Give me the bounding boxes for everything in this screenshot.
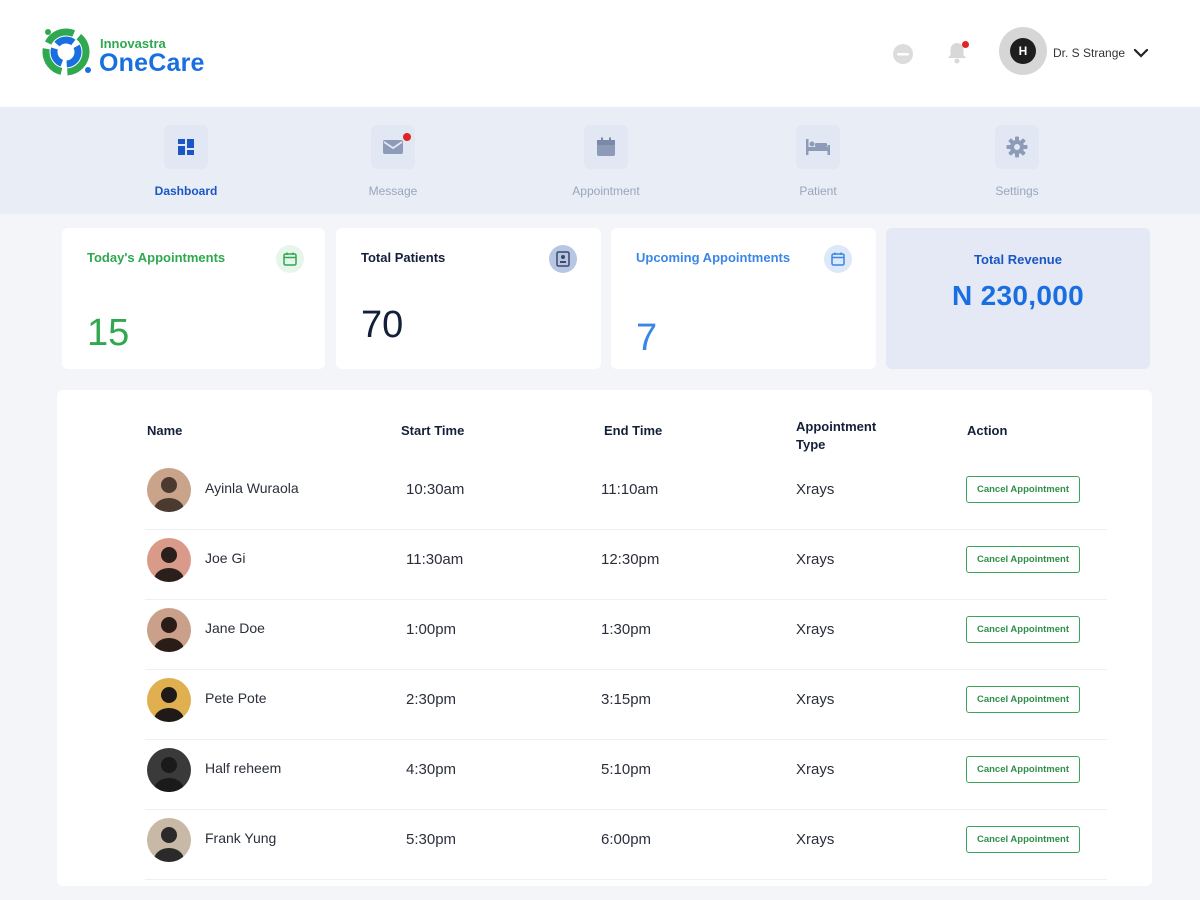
avatar-initial: H xyxy=(1018,44,1028,58)
main-nav: Dashboard Message Appointment Patient xyxy=(0,107,1200,214)
start-time: 4:30pm xyxy=(406,761,457,778)
status-icon[interactable] xyxy=(890,41,916,67)
card-title: Total Patients xyxy=(361,250,446,265)
patient-name: Ayinla Wuraola xyxy=(205,480,299,496)
cancel-appointment-button[interactable]: Cancel Appointment xyxy=(966,476,1080,503)
cancel-appointment-button[interactable]: Cancel Appointment xyxy=(966,546,1080,573)
patient-name: Joe Gi xyxy=(205,550,246,566)
top-header: Innovastra OneCare H Dr. S Strange xyxy=(0,0,1200,107)
patient-name: Jane Doe xyxy=(205,620,265,636)
total-revenue-card[interactable]: Total Revenue N 230,000 xyxy=(886,228,1150,369)
appointment-type: Xrays xyxy=(796,831,835,848)
nav-item-dashboard[interactable]: Dashboard xyxy=(126,107,246,214)
end-time: 6:00pm xyxy=(601,831,652,848)
user-name[interactable]: Dr. S Strange xyxy=(1053,46,1126,60)
card-value: 15 xyxy=(87,312,130,354)
table-row: Jane Doe 1:00pm 1:30pm Xrays Cancel Appointm… xyxy=(145,600,1107,670)
patient-avatar xyxy=(147,678,191,722)
patient-avatar xyxy=(147,608,191,652)
cancel-appointment-button[interactable]: Cancel Appointment xyxy=(966,616,1080,643)
appointments-table: Name Start Time End Time Appointment Typ… xyxy=(57,390,1152,886)
header-end-time: End Time xyxy=(604,423,663,438)
nav-item-settings[interactable]: Settings xyxy=(957,107,1077,214)
upcoming-appointments-card[interactable]: Upcoming Appointments 7 xyxy=(611,228,876,369)
nav-label-dashboard: Dashboard xyxy=(154,184,218,198)
nav-label-settings: Settings xyxy=(995,184,1039,198)
table-row: Half reheem 4:30pm 5:10pm Xrays Cancel Appoi… xyxy=(145,740,1107,810)
card-title: Today's Appointments xyxy=(87,250,226,265)
cancel-appointment-button[interactable]: Cancel Appointment xyxy=(966,826,1080,853)
bed-icon xyxy=(796,125,840,169)
end-time: 3:15pm xyxy=(601,691,652,708)
nav-item-appointment[interactable]: Appointment xyxy=(546,107,666,214)
table-row: Pete Pote 2:30pm 3:15pm Xrays Cancel Appoint… xyxy=(145,670,1107,740)
gear-icon xyxy=(995,125,1039,169)
revenue-value: N 230,000 xyxy=(952,280,1084,311)
calendar-icon xyxy=(276,245,304,273)
patient-name: Half reheem xyxy=(205,760,282,776)
grid-icon xyxy=(164,125,208,169)
avatar[interactable]: H xyxy=(999,27,1047,75)
table-row: Frank Yung 5:30pm 6:00pm Xrays Cancel Appoin… xyxy=(145,810,1107,880)
appointment-type: Xrays xyxy=(796,691,835,708)
chevron-down-icon[interactable] xyxy=(1132,44,1150,62)
header-start-time: Start Time xyxy=(401,423,465,438)
start-time: 1:00pm xyxy=(406,621,457,638)
header-appointment-type: Appointment Type xyxy=(796,419,877,452)
patient-avatar xyxy=(147,748,191,792)
id-card-icon xyxy=(549,245,577,273)
nav-label-appointment: Appointment xyxy=(572,184,640,198)
end-time: 1:30pm xyxy=(601,621,652,638)
nav-label-message: Message xyxy=(368,184,418,198)
card-title: Total Revenue xyxy=(974,252,1062,267)
appointment-type: Xrays xyxy=(796,551,835,568)
patient-name: Pete Pote xyxy=(205,690,267,706)
brand-company: Innovastra xyxy=(100,36,166,51)
bell-icon[interactable] xyxy=(944,40,970,66)
message-badge-dot xyxy=(403,133,411,141)
end-time: 5:10pm xyxy=(601,761,652,778)
nav-item-message[interactable]: Message xyxy=(333,107,453,214)
patient-name: Frank Yung xyxy=(205,830,277,846)
nav-item-patient[interactable]: Patient xyxy=(758,107,878,214)
patient-avatar xyxy=(147,538,191,582)
patient-avatar xyxy=(147,468,191,512)
todays-appointments-card[interactable]: Today's Appointments 15 xyxy=(62,228,325,369)
onecare-logo xyxy=(42,28,91,76)
calendar-icon xyxy=(824,245,852,273)
appointment-type: Xrays xyxy=(796,481,835,498)
total-patients-card[interactable]: Total Patients 70 xyxy=(336,228,601,369)
nav-label-patient: Patient xyxy=(799,184,837,198)
notification-dot xyxy=(962,41,969,48)
card-value: 70 xyxy=(361,304,404,346)
calendar-icon xyxy=(584,125,628,169)
appointment-type: Xrays xyxy=(796,761,835,778)
start-time: 10:30am xyxy=(406,481,465,498)
header-action: Action xyxy=(967,423,1008,438)
start-time: 2:30pm xyxy=(406,691,457,708)
table-row: Joe Gi 11:30am 12:30pm Xrays Cancel Appointm… xyxy=(145,530,1107,600)
end-time: 11:10am xyxy=(601,481,659,498)
start-time: 5:30pm xyxy=(406,831,457,848)
brand-product: OneCare xyxy=(99,49,205,77)
card-title: Upcoming Appointments xyxy=(636,250,791,265)
patient-avatar xyxy=(147,818,191,862)
end-time: 12:30pm xyxy=(601,551,660,568)
table-row: Ayinla Wuraola 10:30am 11:10am Xrays Cancel … xyxy=(145,460,1107,530)
header-name: Name xyxy=(147,423,183,438)
cancel-appointment-button[interactable]: Cancel Appointment xyxy=(966,756,1080,783)
card-value: 7 xyxy=(636,317,658,359)
cancel-appointment-button[interactable]: Cancel Appointment xyxy=(966,686,1080,713)
appointment-type: Xrays xyxy=(796,621,835,638)
envelope-icon xyxy=(371,125,415,169)
start-time: 11:30am xyxy=(406,551,464,568)
